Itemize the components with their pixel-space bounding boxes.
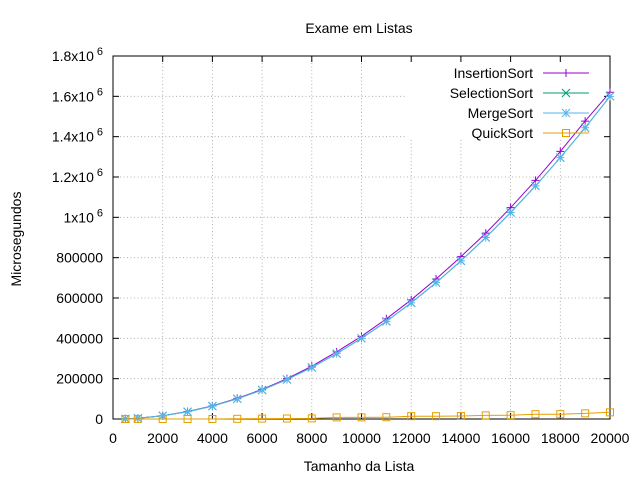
axis-ticks: 0 2000 4000 6000 8000 10000 12000 14000 16000 180… (52, 46, 630, 446)
y-tick-label-exponent: 6 (97, 46, 103, 58)
y-tick-label-exponent: 6 (97, 167, 103, 179)
data-point (556, 410, 565, 419)
x-tick-label: 6000 (247, 430, 278, 446)
data-point (407, 412, 416, 421)
data-point (406, 298, 416, 308)
data-point (158, 415, 167, 423)
y-tick-label: 400000 (56, 330, 103, 346)
x-tick-label: 2000 (147, 430, 178, 446)
data-point (506, 411, 515, 420)
data-point (357, 333, 366, 343)
data-point (481, 411, 490, 420)
y-tick-label: 200000 (56, 371, 103, 387)
legend-label: SelectionSort (450, 85, 533, 101)
data-point (307, 414, 316, 423)
legend-label: MergeSort (468, 105, 533, 121)
data-point (257, 385, 267, 395)
series-QuickSort (121, 408, 614, 423)
data-point (456, 256, 466, 266)
data-point (531, 410, 540, 419)
data-point (232, 394, 242, 404)
x-tick-label: 14000 (441, 430, 480, 446)
data-point (208, 401, 217, 411)
data-point (282, 375, 292, 384)
legend-marker (562, 69, 570, 77)
x-tick-label: 4000 (197, 430, 228, 446)
series-line (125, 411, 611, 420)
grid (113, 56, 610, 419)
y-tick-label-base: 1.2x10 (52, 169, 94, 185)
data-point (531, 181, 540, 191)
y-tick-label: 0 (95, 411, 103, 427)
legend-marker (561, 108, 571, 118)
y-tick-label-exponent: 6 (97, 207, 103, 219)
x-tick-label: 8000 (296, 430, 327, 446)
y-tick-label-base: 1x10 (64, 209, 95, 225)
data-point (282, 414, 291, 423)
data-point (606, 408, 614, 417)
y-tick-label-base: 1.6x10 (52, 88, 94, 104)
y-tick-label: 1x10 6 (64, 207, 103, 225)
data-point (121, 415, 130, 423)
data-point (208, 415, 217, 423)
x-tick-label: 18000 (541, 430, 580, 446)
legend: InsertionSort SelectionSort MergeSort Quick… (450, 65, 589, 141)
y-tick-label: 1.8x10 6 (52, 46, 103, 64)
series-line (125, 91, 611, 420)
data-point (332, 349, 342, 359)
x-tick-label: 10000 (342, 430, 381, 446)
y-tick-label: 600000 (56, 290, 103, 306)
data-point (432, 412, 441, 421)
y-tick-label-base: 1.8x10 (52, 48, 94, 64)
data-point (580, 123, 590, 133)
legend-label: QuickSort (472, 125, 534, 141)
data-point (431, 278, 441, 288)
data-point (133, 413, 143, 423)
data-point (381, 317, 391, 326)
y-tick-label-base: 1.4x10 (52, 129, 94, 145)
y-tick-label: 1.4x10 6 (52, 127, 103, 145)
y-tick-label-exponent: 6 (97, 127, 103, 139)
x-axis-label: Tamanho da Lista (304, 458, 415, 474)
data-point (481, 233, 491, 242)
data-point (605, 91, 615, 101)
x-tick-label: 0 (109, 430, 117, 446)
legend-label: InsertionSort (454, 65, 533, 81)
data-point (581, 409, 590, 418)
legend-marker (562, 129, 570, 137)
x-tick-label: 20000 (591, 430, 630, 446)
series-InsertionSort (121, 88, 614, 423)
data-point (357, 413, 366, 422)
data-point (183, 415, 192, 423)
data-point (307, 363, 317, 372)
data-point (258, 414, 267, 423)
y-tick-label: 1.2x10 6 (52, 167, 103, 185)
y-axis-label: Microsegundos (8, 192, 24, 287)
data-point (555, 153, 565, 162)
y-tick-label: 800000 (56, 250, 103, 266)
x-tick-label: 12000 (392, 430, 431, 446)
data-point (456, 411, 465, 420)
data-point (233, 414, 242, 423)
data-point (382, 413, 391, 422)
data-point (332, 413, 341, 422)
chart-title: Exame em Listas (305, 20, 412, 36)
y-tick-label: 1.6x10 6 (52, 86, 103, 104)
data-point (183, 407, 192, 417)
series-group (121, 88, 615, 424)
data-point (506, 208, 515, 217)
data-point (133, 415, 142, 423)
legend-marker (561, 88, 571, 98)
x-tick-label: 16000 (491, 430, 530, 446)
y-tick-label-exponent: 6 (97, 86, 103, 98)
